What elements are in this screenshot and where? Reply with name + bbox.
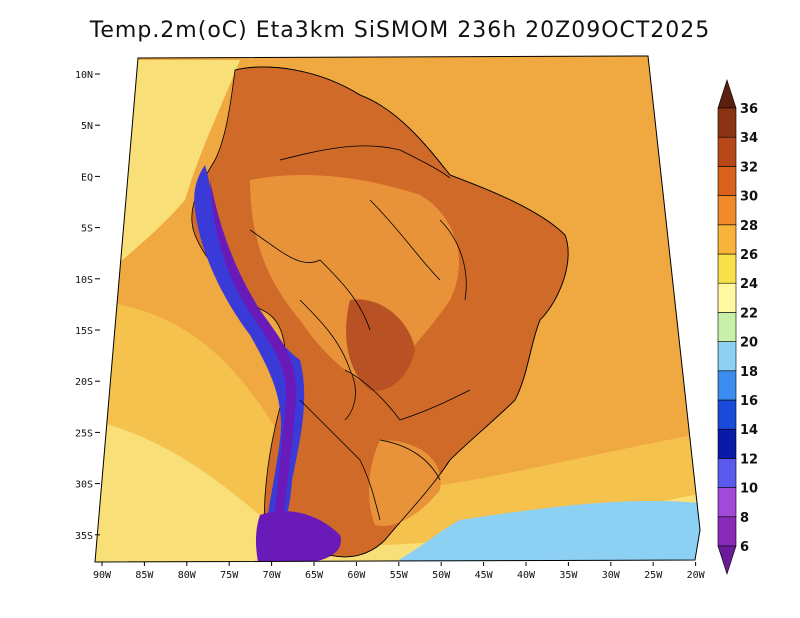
patagonia-cold-area (255, 511, 341, 562)
colorbar-swatch (717, 166, 737, 196)
colorbar-swatch (717, 282, 737, 313)
colorbar-label: 6 (740, 540, 749, 555)
colorbar-label: 8 (740, 511, 749, 526)
colorbar: 6 8 10 12 14 16 18 20 22 24 26 28 30 32 34 36 (717, 79, 758, 575)
colorbar-swatch (717, 487, 737, 518)
border-states-2 (439, 219, 467, 301)
border-brazil-west (249, 229, 371, 331)
colorbar-label: 28 (740, 219, 758, 234)
lon-label: 90W (93, 570, 112, 581)
lon-label: 40W (517, 570, 536, 581)
lon-label: 70W (263, 570, 282, 581)
colorbar-label: 14 (740, 423, 758, 438)
cold-southern-ocean (380, 500, 700, 562)
lat-label: 35S (75, 531, 93, 542)
map-domain (94, 55, 701, 563)
ocean-mid-area (95, 300, 700, 562)
lat-label: 30S (75, 480, 93, 491)
colorbar-label: 20 (740, 336, 758, 351)
border-bolivia (299, 299, 356, 421)
coastline-outline (234, 66, 569, 558)
colorbar-swatch (717, 516, 737, 547)
lon-label: 35W (559, 570, 578, 581)
temperature-field (95, 56, 700, 562)
colorbar-label: 24 (740, 277, 758, 292)
southern-cone-cooler (368, 440, 441, 526)
lon-label: 25W (644, 570, 663, 581)
lat-label: 10S (75, 275, 93, 286)
andes-cold-ridge (194, 165, 305, 555)
colorbar-swatch (717, 253, 737, 284)
lon-label: 75W (220, 570, 239, 581)
colorbar-label: 12 (740, 452, 758, 467)
colorbar-swatch (717, 136, 737, 167)
map-frame (94, 55, 701, 563)
lon-label: 80W (178, 570, 197, 581)
lat-label: 15S (75, 326, 93, 337)
colorbar-swatch (717, 458, 737, 488)
andes-coldest-core (210, 180, 297, 552)
lon-label: 30W (602, 570, 621, 581)
colorbar-swatch (717, 370, 737, 401)
colorbar-swatch (717, 195, 737, 226)
border-states-4 (379, 439, 441, 481)
lon-label: 85W (135, 570, 154, 581)
colorbar-label: 10 (740, 482, 758, 497)
latitude-axis: 10N 5N EQ 5S 10S 15S 20S 25S 30S 35S (75, 70, 100, 542)
colorbar-swatch (717, 341, 737, 372)
border-brazil-north (279, 145, 451, 179)
colorbar-label: 22 (740, 306, 758, 321)
lat-label: 5S (81, 224, 93, 235)
pacific-cool-area (100, 60, 240, 280)
colorbar-label: 16 (740, 394, 758, 409)
border-argentina (299, 399, 381, 521)
colorbar-label: 36 (740, 102, 758, 117)
colorbar-label: 18 (740, 365, 758, 380)
colorbar-label: 32 (740, 160, 758, 175)
lon-label: 65W (305, 570, 324, 581)
lat-label: EQ (81, 172, 93, 183)
border-paraguay (344, 369, 401, 421)
colorbar-swatch (717, 399, 737, 430)
lat-label: 10N (75, 70, 93, 81)
lat-label: 5N (81, 121, 93, 132)
border-states-1 (369, 199, 441, 281)
lon-label: 20W (687, 570, 706, 581)
lon-label: 60W (347, 570, 366, 581)
colorbar-bottom-triangle (717, 545, 737, 575)
colorbar-label: 30 (740, 190, 758, 205)
country-borders (234, 66, 569, 558)
lon-label: 50W (432, 570, 451, 581)
colorbar-swatch (717, 428, 737, 459)
lat-label: 20S (75, 377, 93, 388)
colorbar-top-triangle (717, 79, 737, 109)
colorbar-swatch (717, 107, 737, 138)
colorbar-swatch (717, 224, 737, 255)
lat-label: 25S (75, 428, 93, 439)
lon-label: 55W (390, 570, 409, 581)
longitude-axis: 90W 85W 80W 75W 70W 65W 60W 55W 50W 45W 40W 35W 30W 2… (93, 562, 706, 581)
colorbar-label: 34 (740, 131, 758, 146)
border-states-3 (399, 389, 471, 421)
lon-label: 45W (475, 570, 494, 581)
map-title: Temp.2m(oC) Eta3km SiSMOM 236h 20Z09OCT2… (89, 18, 711, 43)
colorbar-label: 26 (740, 248, 758, 263)
central-brazil-hottest (346, 299, 415, 391)
colorbar-swatch (717, 312, 737, 342)
